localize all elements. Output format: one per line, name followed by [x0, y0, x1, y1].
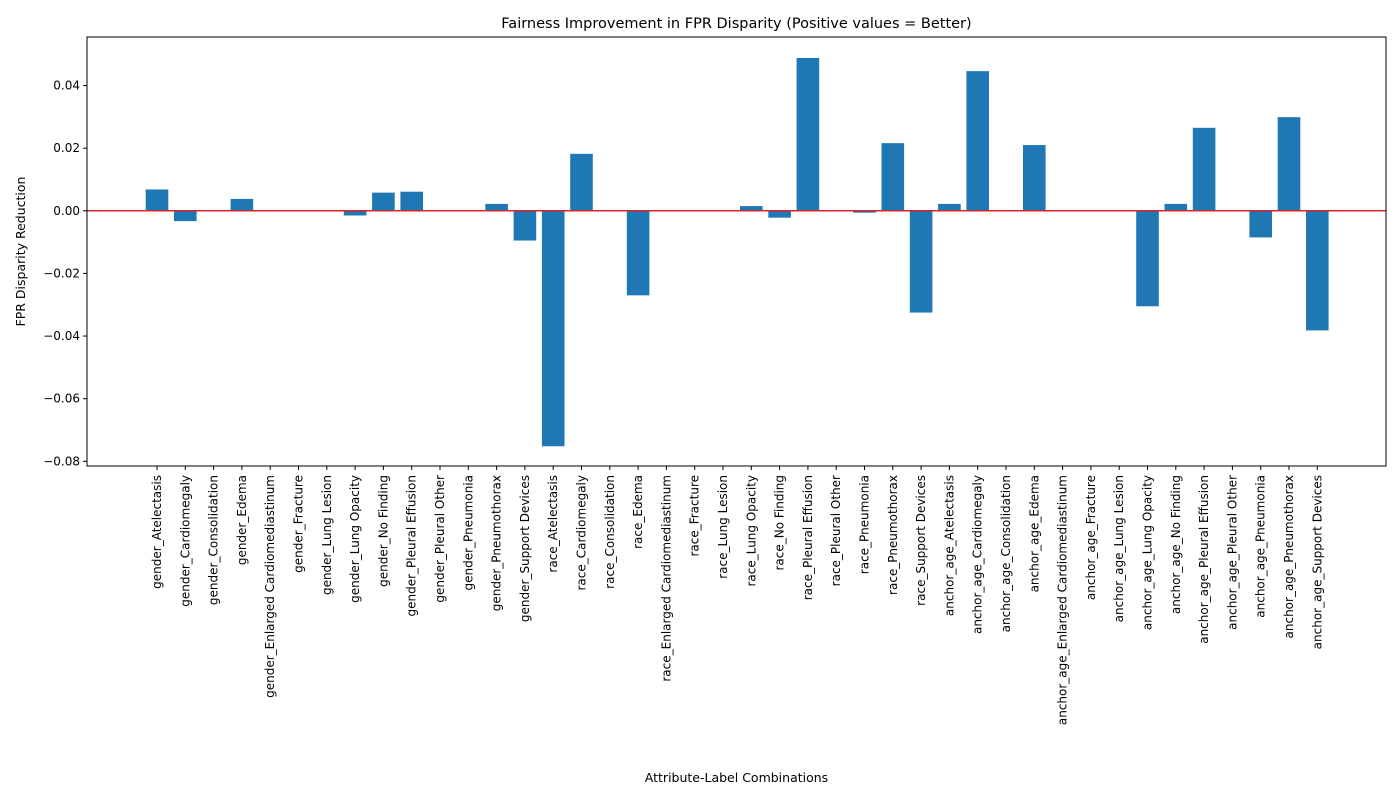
bar-anchor-age-cardiomegaly — [966, 71, 989, 211]
y-tick-label: 0.04 — [53, 79, 80, 93]
bar-anchor-age-pleural-effusion — [1192, 127, 1216, 211]
chart-title: Fairness Improvement in FPR Disparity (P… — [501, 16, 971, 32]
x-tick-label: race_Pleural Other — [829, 475, 843, 586]
x-ticks-layer: gender_Atelectasis gender_Cardiomegaly gen… — [150, 466, 1324, 725]
x-tick-label: anchor_age_Enlarged Cardiomediastinum — [1056, 475, 1070, 725]
bar-gender-atelectasis — [145, 189, 169, 211]
x-tick-label: gender_Consolidation — [207, 475, 221, 605]
bar-race-pneumonia — [853, 210, 876, 213]
y-tick-label: 0.02 — [53, 141, 80, 155]
x-tick-label: anchor_age_Pneumothorax — [1282, 475, 1296, 638]
x-tick-label: gender_Pleural Effusion — [405, 475, 419, 617]
x-tick-label: anchor_age_Cardiomegaly — [971, 475, 985, 634]
y-tick-label: −0.02 — [43, 266, 80, 280]
bar-race-atelectasis — [541, 210, 565, 447]
bar-gender-no-finding — [372, 192, 395, 211]
y-axis-label: FPR Disparity Reduction — [13, 177, 28, 327]
x-tick-label: anchor_age_Edema — [1027, 475, 1041, 592]
bar-race-edema — [626, 210, 650, 296]
bar-gender-cardiomegaly — [174, 210, 197, 222]
x-tick-label: race_Fracture — [688, 475, 702, 557]
bar-anchor-age-pneumothorax — [1277, 117, 1301, 211]
y-tick-label: −0.08 — [43, 454, 80, 468]
bar-gender-lung-opacity — [343, 210, 367, 216]
bar-race-support-devices — [909, 210, 933, 313]
x-tick-label: gender_Cardiomegaly — [178, 475, 192, 607]
x-axis-label: Attribute-Label Combinations — [645, 770, 828, 785]
x-tick-label: race_Pneumonia — [858, 475, 872, 574]
x-tick-label: race_Lung Lesion — [716, 475, 730, 579]
bar-race-pleural-effusion — [796, 57, 820, 211]
plot-frame — [86, 36, 1387, 467]
bar-race-pneumothorax — [881, 143, 905, 211]
bars-layer — [145, 57, 1329, 447]
x-tick-label: anchor_age_Pleural Other — [1225, 475, 1239, 630]
x-tick-label: race_Cardiomegaly — [575, 475, 589, 591]
x-tick-label: gender_Pneumothorax — [490, 475, 504, 611]
bar-gender-edema — [230, 198, 254, 211]
x-tick-label: anchor_age_Pneumonia — [1254, 475, 1268, 618]
x-tick-label: race_Lung Opacity — [744, 475, 758, 587]
x-tick-label: anchor_age_Pleural Effusion — [1197, 475, 1211, 644]
x-tick-label: gender_Atelectasis — [150, 475, 164, 589]
x-tick-label: gender_Edema — [235, 475, 249, 565]
bar-race-cardiomegaly — [570, 153, 593, 211]
x-tick-label: gender_Fracture — [292, 475, 306, 573]
y-tick-label: −0.06 — [43, 392, 80, 406]
x-tick-label: race_Edema — [631, 475, 645, 549]
x-tick-label: gender_No Finding — [376, 475, 390, 587]
x-tick-label: gender_Lung Lesion — [320, 475, 334, 595]
bar-anchor-age-pneumonia — [1249, 210, 1272, 238]
x-tick-label: race_No Finding — [773, 475, 787, 571]
x-tick-label: anchor_age_No Finding — [1169, 475, 1183, 614]
bar-anchor-age-no-finding — [1164, 203, 1188, 211]
x-tick-label: gender_Support Devices — [518, 475, 532, 622]
y-tick-label: −0.04 — [43, 329, 80, 343]
x-tick-label: anchor_age_Support Devices — [1310, 475, 1324, 649]
x-tick-label: anchor_age_Lung Lesion — [1112, 475, 1126, 622]
x-tick-label: gender_Lung Opacity — [348, 475, 362, 603]
bar-anchor-age-atelectasis — [938, 203, 961, 211]
bar-anchor-age-lung-opacity — [1136, 210, 1159, 307]
x-tick-label: race_Consolidation — [603, 475, 617, 589]
x-tick-label: race_Enlarged Cardiomediastinum — [659, 475, 673, 682]
x-tick-label: race_Pneumothorax — [886, 475, 900, 595]
x-tick-label: race_Atelectasis — [546, 475, 560, 573]
bar-gender-support-devices — [513, 210, 537, 241]
bar-race-lung-opacity — [740, 206, 763, 211]
x-tick-label: anchor_age_Lung Opacity — [1141, 475, 1155, 630]
x-tick-label: race_Support Devices — [914, 475, 928, 606]
x-tick-label: gender_Enlarged Cardiomediastinum — [263, 475, 277, 698]
x-tick-label: anchor_age_Consolidation — [999, 475, 1013, 632]
x-tick-label: gender_Pneumonia — [461, 475, 475, 590]
y-tick-label: 0.00 — [53, 204, 80, 218]
bar-anchor-age-support-devices — [1306, 210, 1329, 331]
bar-anchor-age-edema — [1023, 145, 1046, 211]
bar-race-no-finding — [768, 210, 791, 218]
x-tick-label: gender_Pleural Other — [433, 475, 447, 603]
bar-gender-pleural-effusion — [400, 191, 423, 211]
x-tick-label: anchor_age_Atelectasis — [942, 475, 956, 616]
x-tick-label: anchor_age_Fracture — [1084, 475, 1098, 600]
y-ticks-layer: −0.08 −0.06 −0.04 −0.02 0.00 0.02 0.04 — [43, 79, 87, 468]
bar-gender-pneumothorax — [485, 203, 508, 211]
x-tick-label: race_Pleural Effusion — [801, 475, 815, 600]
